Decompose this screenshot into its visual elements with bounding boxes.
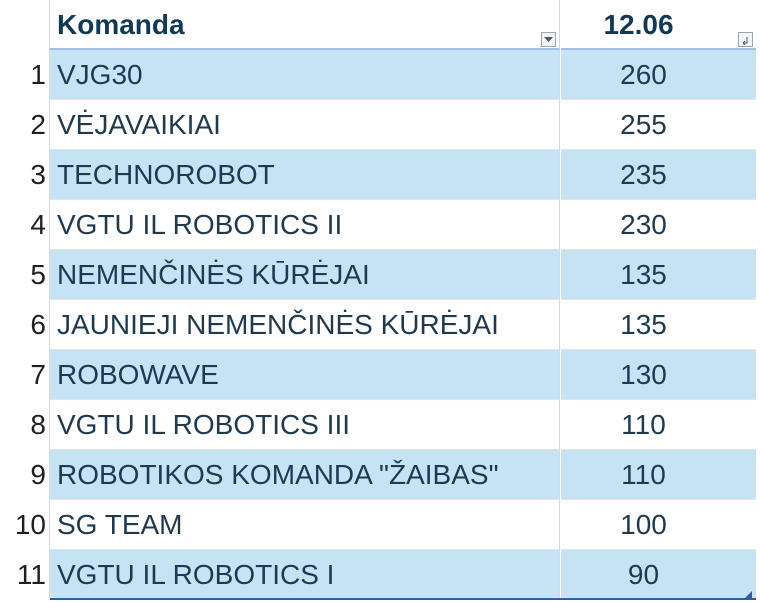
score-cell[interactable]: 255 <box>561 100 756 150</box>
column-header-komanda-label: Komanda <box>57 9 185 40</box>
row-header-divider <box>49 0 50 600</box>
row-number[interactable]: 8 <box>30 409 46 440</box>
table-row[interactable]: 2 VĖJAVAIKIAI 255 <box>0 100 760 150</box>
score-cell[interactable]: 110 <box>561 450 756 500</box>
team-cell[interactable]: VGTU IL ROBOTICS I <box>50 550 560 598</box>
row-number-header <box>0 0 48 50</box>
team-cell[interactable]: TECHNOROBOT <box>50 150 560 200</box>
table-row[interactable]: 9 ROBOTIKOS KOMANDA "ŽAIBAS" 110 <box>0 450 760 500</box>
score-cell[interactable]: 110 <box>561 400 756 450</box>
table-row[interactable]: 7 ROBOWAVE 130 <box>0 350 760 400</box>
team-cell[interactable]: NEMENČINĖS KŪRĖJAI <box>50 250 560 300</box>
table-row[interactable]: 1 VJG30 260 <box>0 50 760 100</box>
table-row[interactable]: 8 VGTU IL ROBOTICS III 110 <box>0 400 760 450</box>
score-cell[interactable]: 235 <box>561 150 756 200</box>
team-cell[interactable]: VGTU IL ROBOTICS III <box>50 400 560 450</box>
table-bottom-border <box>50 598 756 600</box>
team-cell[interactable]: VJG30 <box>50 50 560 100</box>
score-cell[interactable]: 135 <box>561 300 756 350</box>
team-cell[interactable]: ROBOWAVE <box>50 350 560 400</box>
score-cell[interactable]: 90 <box>561 550 756 598</box>
table-row[interactable]: 10 SG TEAM 100 <box>0 500 760 550</box>
column-header-date-label: 12.06 <box>603 9 674 40</box>
row-number[interactable]: 3 <box>30 159 46 190</box>
team-cell[interactable]: JAUNIEJI NEMENČINĖS KŪRĖJAI <box>50 300 560 350</box>
column-header-date[interactable]: 12.06 <box>561 0 756 50</box>
score-cell[interactable]: 130 <box>561 350 756 400</box>
row-number[interactable]: 5 <box>30 259 46 290</box>
table-row[interactable]: 5 NEMENČINĖS KŪRĖJAI 135 <box>0 250 760 300</box>
row-number[interactable]: 7 <box>30 359 46 390</box>
score-cell[interactable]: 100 <box>561 500 756 550</box>
row-number[interactable]: 4 <box>30 209 46 240</box>
row-number[interactable]: 1 <box>30 59 46 90</box>
table-row[interactable]: 6 JAUNIEJI NEMENČINĖS KŪRĖJAI 135 <box>0 300 760 350</box>
team-cell[interactable]: VGTU IL ROBOTICS II <box>50 200 560 250</box>
team-cell[interactable]: VĖJAVAIKIAI <box>50 100 560 150</box>
team-cell[interactable]: ROBOTIKOS KOMANDA "ŽAIBAS" <box>50 450 560 500</box>
sort-descending-filter-icon[interactable] <box>738 32 753 47</box>
row-number[interactable]: 10 <box>14 509 46 540</box>
table-resize-handle[interactable] <box>745 591 752 598</box>
column-header-komanda[interactable]: Komanda <box>50 0 560 50</box>
table-row[interactable]: 11 VGTU IL ROBOTICS I 90 <box>0 550 760 598</box>
team-cell[interactable]: SG TEAM <box>50 500 560 550</box>
table-row[interactable]: 4 VGTU IL ROBOTICS II 230 <box>0 200 760 250</box>
table-header-row: Komanda 12.06 <box>0 0 760 50</box>
row-number[interactable]: 2 <box>30 109 46 140</box>
score-cell[interactable]: 260 <box>561 50 756 100</box>
row-number[interactable]: 11 <box>16 559 46 590</box>
table-row[interactable]: 3 TECHNOROBOT 235 <box>0 150 760 200</box>
row-number[interactable]: 6 <box>30 309 46 340</box>
score-cell[interactable]: 230 <box>561 200 756 250</box>
filter-dropdown-icon[interactable] <box>541 32 556 47</box>
score-cell[interactable]: 135 <box>561 250 756 300</box>
row-number[interactable]: 9 <box>30 459 46 490</box>
